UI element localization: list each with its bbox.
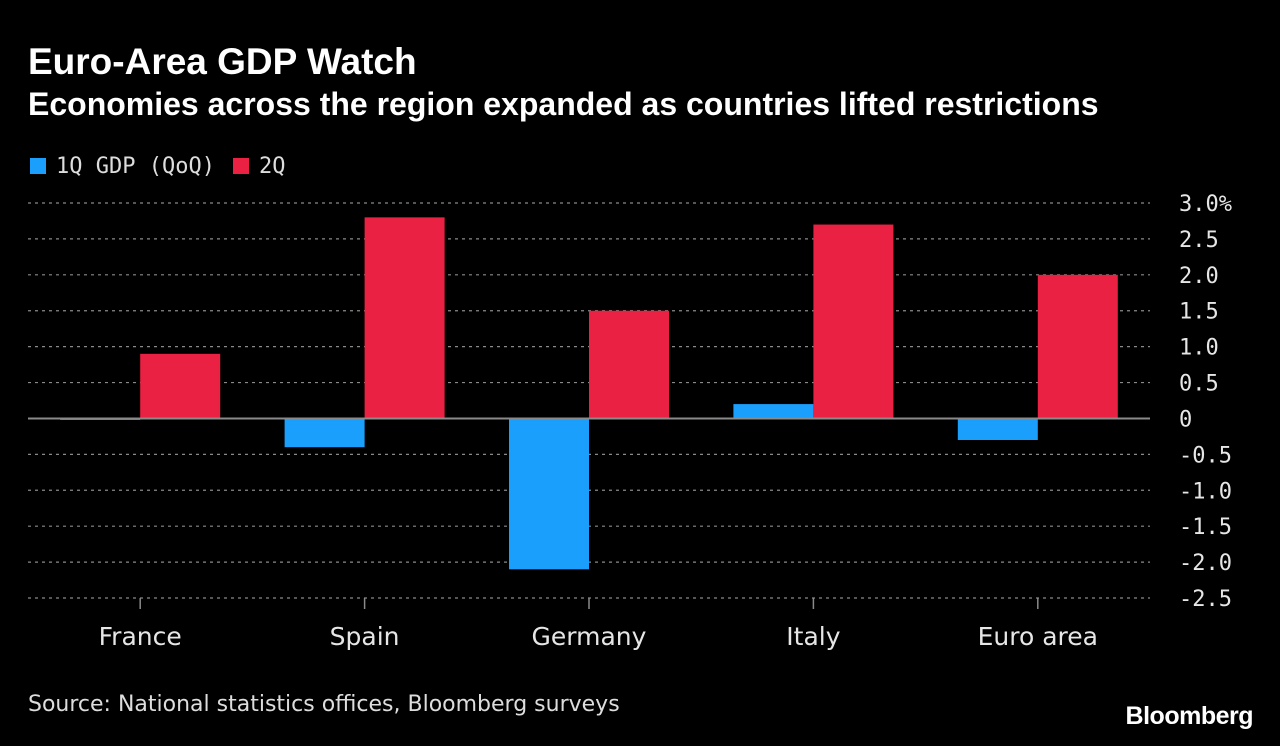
bar-q2-germany — [589, 310, 669, 419]
bar-q1-euro-area — [957, 418, 1038, 440]
source-note: Source: National statistics offices, Blo… — [28, 692, 620, 717]
bar-q2-euro-area — [1037, 274, 1118, 419]
legend-item-q2: 2Q — [232, 153, 286, 179]
bloomberg-logo: Bloomberg — [1125, 702, 1254, 730]
y-tick-label: 0.5 — [1179, 372, 1219, 397]
y-tick-label: 1.5 — [1179, 300, 1219, 325]
legend: 1Q GDP (QoQ) 2Q — [30, 151, 303, 181]
y-tick-label: -2.0 — [1179, 551, 1232, 576]
y-tick-label: 2.0 — [1179, 264, 1219, 289]
legend-swatch-q2 — [232, 158, 249, 174]
x-tick-label: Spain — [330, 622, 400, 651]
y-tick-label: 3.0% — [1179, 192, 1232, 217]
bar-q1-italy — [733, 404, 814, 419]
bar-q1-spain — [284, 418, 365, 448]
bar-q2-spain — [364, 217, 445, 419]
y-tick-label: -1.5 — [1179, 515, 1232, 540]
legend-label-q2: 2Q — [258, 153, 286, 179]
y-tick-label: 1.0 — [1179, 336, 1219, 361]
legend-swatch-q1 — [30, 158, 46, 174]
legend-item-q1: 1Q GDP (QoQ) — [30, 154, 215, 179]
bar-q2-italy — [813, 224, 894, 419]
x-tick-label: Euro area — [978, 622, 1098, 651]
bar-q1-germany — [509, 418, 589, 570]
y-tick-label: -2.5 — [1179, 587, 1232, 612]
y-tick-label: 2.5 — [1179, 228, 1219, 253]
y-tick-label: -1.0 — [1179, 479, 1232, 504]
legend-label-q1: 1Q GDP (QoQ) — [56, 153, 215, 179]
x-tick-label: Italy — [786, 622, 840, 651]
chart-title: Euro-Area GDP Watch — [28, 41, 417, 82]
x-tick-label: Germany — [532, 622, 647, 651]
x-tick-label: France — [99, 622, 182, 651]
y-tick-label: 0 — [1179, 407, 1192, 432]
bar-q2-france — [140, 353, 221, 419]
chart-subtitle: Economies across the region expanded as … — [28, 86, 1099, 122]
y-tick-label: -0.5 — [1179, 443, 1232, 468]
